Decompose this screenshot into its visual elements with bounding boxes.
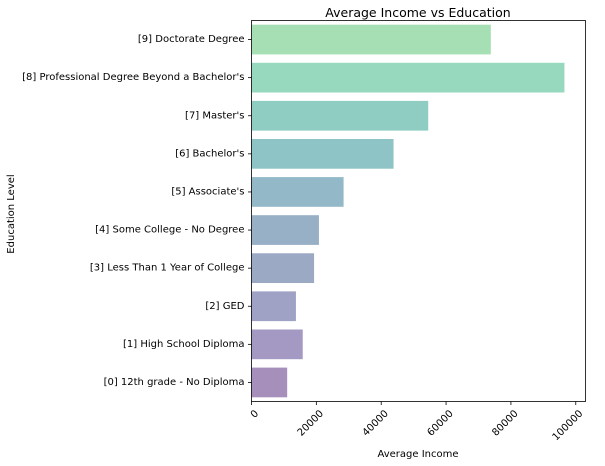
y-tick-label-5: [4] Some College - No Degree <box>95 225 244 236</box>
y-tick-label-9: [0] 12th grade - No Diploma <box>104 377 245 388</box>
chart-title: Average Income vs Education <box>325 5 510 20</box>
bar-8 <box>251 329 303 360</box>
x-tick-label-5: 100000 <box>551 408 586 443</box>
bar-5 <box>251 215 319 245</box>
y-tick-label-2: [7] Master's <box>185 110 244 121</box>
y-tick-label-7: [2] GED <box>205 301 244 312</box>
bar-3 <box>251 138 394 169</box>
y-tick-label-3: [6] Bachelor's <box>175 148 244 159</box>
y-tick-label-1: [8] Professional Degree Beyond a Bachelo… <box>22 72 244 83</box>
bars-group <box>251 24 565 398</box>
y-axis-label: Education Level <box>6 174 17 253</box>
y-tick-label-8: [1] High School Diploma <box>123 339 244 350</box>
x-axis-label: Average Income <box>377 449 458 460</box>
plot-frame <box>251 20 586 402</box>
bar-2 <box>251 100 429 131</box>
y-tick-label-4: [5] Associate's <box>171 186 244 197</box>
x-tick-label-2: 40000 <box>361 408 391 438</box>
x-tick-label-1: 20000 <box>296 408 326 438</box>
x-tick-label-3: 60000 <box>425 408 455 438</box>
bar-1 <box>251 62 565 93</box>
x-ticks: 0 20000 40000 60000 80000 100000 <box>249 401 586 443</box>
bar-9 <box>251 367 288 398</box>
bar-6 <box>251 253 315 284</box>
y-tick-label-6: [3] Less Than 1 Year of College <box>90 263 245 274</box>
bar-4 <box>251 177 344 207</box>
x-tick-label-0: 0 <box>249 408 261 420</box>
y-tick-label-0: [9] Doctorate Degree <box>138 34 245 45</box>
bar-0 <box>251 24 491 55</box>
bar-7 <box>251 291 296 322</box>
y-tick-labels: [9] Doctorate Degree [8] Professional Deg… <box>22 34 252 388</box>
x-tick-label-4: 80000 <box>490 408 520 438</box>
